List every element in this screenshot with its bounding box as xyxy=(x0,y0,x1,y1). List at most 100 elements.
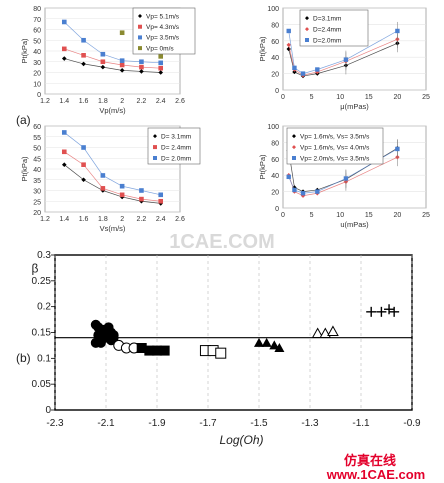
legend-label: D= 3.1mm xyxy=(161,133,191,140)
y-tick-label: 0.2 xyxy=(37,302,51,313)
legend: Vp= 5.1m/s Vp= 4.3m/s Vp= 3.5m/s Vp= 0m/s xyxy=(132,7,196,55)
data-point xyxy=(158,65,164,71)
data-point xyxy=(254,337,264,347)
y-axis-label: Pt(kPa) xyxy=(258,154,267,180)
watermark-cn: 仿真在线 xyxy=(344,453,396,468)
series-2 xyxy=(286,139,400,196)
x-tick-label: 1.2 xyxy=(40,216,50,223)
data-point xyxy=(61,130,67,135)
y-tick-label: 20 xyxy=(33,210,41,217)
legend-marker xyxy=(292,145,296,150)
series-line xyxy=(64,151,161,202)
x-tick-label: 1.2 xyxy=(40,98,50,105)
data-point xyxy=(292,187,297,193)
series-3 xyxy=(199,345,227,359)
y-tick-label: 60 xyxy=(33,124,41,131)
series-4 xyxy=(254,337,285,352)
y-tick-label: 20 xyxy=(33,71,41,78)
x-tick-label: 25 xyxy=(422,212,430,219)
series-5 xyxy=(311,325,339,339)
x-tick-label: 10 xyxy=(336,94,344,101)
series-line xyxy=(64,58,161,73)
y-axis-label: β xyxy=(32,262,39,276)
x-axis-label: u(mPas) xyxy=(340,220,369,229)
data-point xyxy=(139,188,144,193)
panel-label-a: (a) xyxy=(16,113,31,127)
x-tick-label: 15 xyxy=(365,212,373,219)
data-point xyxy=(159,345,170,356)
series-line xyxy=(64,132,161,196)
data-point xyxy=(61,19,67,25)
legend-box xyxy=(286,127,384,165)
legend-label: D=2.4mm xyxy=(313,26,341,33)
data-point xyxy=(100,51,106,57)
legend-label: Vp= 4.3m/s xyxy=(146,24,180,31)
x-tick-label: -1.1 xyxy=(352,418,370,429)
data-point xyxy=(139,196,144,202)
data-point xyxy=(119,183,125,189)
watermark-center: 1CAE.COM xyxy=(169,231,275,253)
legend-marker xyxy=(153,156,157,160)
data-point xyxy=(100,173,106,178)
data-point xyxy=(292,69,297,75)
data-point xyxy=(311,327,324,339)
data-point xyxy=(136,343,147,353)
x-axis-label: Vs(m/s) xyxy=(100,224,126,233)
y-axis-label: Pt(kPa) xyxy=(20,38,29,64)
x-tick-label: 2 xyxy=(120,216,124,223)
x-axis-label: Log(Oh) xyxy=(219,433,263,447)
data-point xyxy=(139,59,144,65)
y-tick-label: 40 xyxy=(33,167,41,174)
y-axis-label: Pt(kPa) xyxy=(258,36,267,62)
data-point xyxy=(158,192,164,198)
x-tick-label: -1.5 xyxy=(250,418,268,429)
data-point xyxy=(61,162,67,167)
data-point xyxy=(103,322,114,333)
legend-marker xyxy=(305,16,309,21)
x-tick-label: 1.4 xyxy=(59,98,69,105)
x-tick-label: 0 xyxy=(281,212,285,219)
series-line xyxy=(288,30,398,74)
x-tick-label: -2.3 xyxy=(46,418,64,429)
data-point xyxy=(81,177,86,183)
legend-label: D= 2.0mm xyxy=(161,155,191,162)
y-tick-label: 0 xyxy=(37,92,41,99)
legend: D= 3.1mm D= 2.4mm D= 2.0mm xyxy=(147,127,201,165)
series-6 xyxy=(366,304,400,317)
y-tick-label: 40 xyxy=(33,49,41,56)
y-tick-label: 55 xyxy=(33,135,41,142)
x-tick-label: 1.6 xyxy=(79,216,89,223)
x-tick-label: 1.8 xyxy=(98,98,108,105)
series-line xyxy=(288,38,398,76)
x-tick-label: 1.8 xyxy=(98,216,108,223)
y-tick-label: 40 xyxy=(271,55,279,62)
data-point xyxy=(366,306,377,317)
data-point xyxy=(384,304,395,315)
data-point xyxy=(100,64,106,70)
data-point xyxy=(119,68,125,73)
data-point xyxy=(100,186,106,191)
y-tick-label: 20 xyxy=(271,72,279,79)
legend-marker xyxy=(292,156,296,160)
legend-box xyxy=(132,7,196,55)
series-2 xyxy=(61,19,164,66)
data-point xyxy=(144,345,155,356)
data-point xyxy=(292,65,297,71)
data-point xyxy=(215,347,227,359)
x-tick-label: 0 xyxy=(281,94,285,101)
y-tick-label: 80 xyxy=(271,22,279,29)
x-tick-label: 5 xyxy=(310,212,314,219)
y-tick-label: 0.15 xyxy=(32,328,52,339)
data-point xyxy=(139,64,144,70)
data-point xyxy=(343,57,349,62)
legend-marker xyxy=(138,35,142,40)
y-tick-label: 60 xyxy=(271,157,279,164)
data-point xyxy=(286,42,291,48)
series-2 xyxy=(136,343,170,356)
x-tick-label: 2.4 xyxy=(156,98,166,105)
data-point xyxy=(61,149,67,155)
series-line xyxy=(64,21,161,64)
y-tick-label: 70 xyxy=(33,17,41,24)
series-2 xyxy=(286,21,400,76)
